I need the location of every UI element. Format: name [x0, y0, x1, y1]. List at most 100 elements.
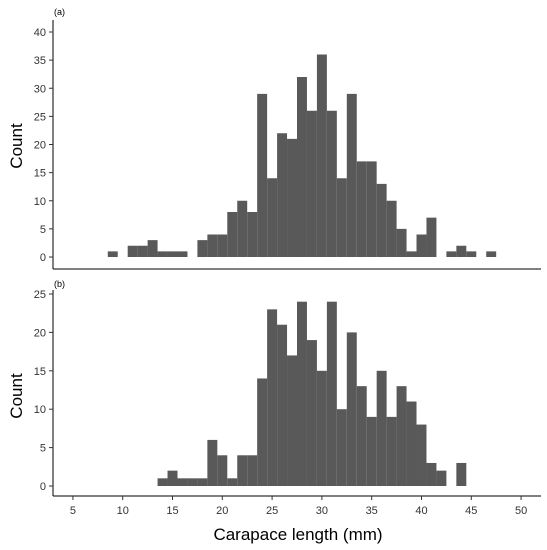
- panel-a-bar-23: [356, 161, 367, 258]
- panel-a-bar-8: [207, 234, 218, 257]
- panel-b-bar-19: [346, 332, 357, 486]
- panel-a-bar-2: [137, 245, 148, 257]
- panel-a-bar-10: [227, 212, 238, 257]
- panel-b-bar-4: [197, 478, 208, 486]
- panel-a-bar-13: [257, 93, 268, 258]
- panel-b-bar-20: [356, 386, 367, 486]
- panel-b-y-axis-title: Count: [7, 373, 26, 419]
- panel-b-y-tick-label-0: 0: [40, 481, 46, 493]
- panel-b-bar-26: [416, 424, 427, 486]
- panel-a-bar-1: [127, 245, 138, 257]
- panel-b-y-ticks: 0 5 10 15 20 25: [34, 289, 53, 493]
- panel-b-bar-11: [267, 309, 278, 486]
- panel-a-bar-31: [446, 251, 457, 258]
- panel-a-bar-4: [157, 251, 168, 258]
- panel-a-bar-9: [217, 234, 228, 257]
- panel-b: (b) Count 0 5 10 15 20 25 5 10 15 20 25 30 35 40 45 50: [7, 279, 541, 517]
- panel-a-bar-7: [197, 240, 208, 258]
- panel-a-y-tick-label-6: 30: [34, 83, 46, 95]
- panel-b-bar-22: [376, 370, 387, 486]
- panel-b-x-tick-label-2: 15: [166, 505, 178, 517]
- panel-b-label: (b): [54, 279, 65, 289]
- panel-b-bar-15: [306, 340, 317, 486]
- panel-a-y-ticks: 0 5 10 15 20 25 30 35 40: [34, 27, 53, 264]
- panel-a-bar-21: [336, 178, 347, 257]
- panel-a-bar-15: [277, 133, 288, 257]
- panel-b-bar-5: [207, 439, 218, 486]
- panel-a-label: (a): [54, 7, 65, 17]
- panel-a-y-tick-label-8: 40: [34, 27, 46, 39]
- panel-a-bar-5: [167, 251, 178, 258]
- panel-a-bar-30: [426, 217, 437, 258]
- panel-b-bar-14: [297, 301, 307, 486]
- panel-a-bar-19: [316, 54, 327, 257]
- panel-a-y-tick-label-1: 5: [40, 224, 46, 236]
- panel-a-bar-14: [267, 178, 278, 257]
- panel-a-bar-12: [247, 212, 258, 257]
- panel-b-x-tick-label-3: 20: [216, 505, 228, 517]
- panel-a-bars: [107, 54, 497, 258]
- panel-a-bar-24: [366, 161, 377, 258]
- panel-a-bar-22: [346, 93, 357, 258]
- panel-b-bar-7: [227, 478, 238, 486]
- panel-b-bar-2: [177, 478, 188, 486]
- panel-a-y-tick-label-7: 35: [34, 55, 46, 67]
- panel-a-y-tick-label-4: 20: [34, 140, 46, 152]
- panel-a-bar-16: [287, 138, 297, 258]
- panel-a-bar-18: [306, 110, 317, 257]
- panel-a-bar-33: [466, 251, 477, 258]
- panel-b-bar-23: [386, 416, 397, 486]
- panel-b-bar-9: [247, 455, 258, 486]
- panel-a-bar-29: [416, 234, 427, 257]
- panel-b-bar-10: [257, 378, 268, 486]
- panel-b-x-ticks: 5 10 15 20 25 30 35 40 45 50: [70, 496, 527, 517]
- panel-b-bar-16: [316, 370, 327, 486]
- panel-a-y-axis-title: Count: [7, 123, 26, 169]
- panel-a-bar-20: [326, 110, 337, 257]
- panel-b-y-tick-label-1: 5: [40, 443, 46, 455]
- panel-b-bar-24: [396, 386, 407, 486]
- panel-a-y-tick-label-5: 25: [34, 111, 46, 123]
- panel-a-bar-25: [376, 183, 387, 258]
- panel-b-bar-21: [366, 416, 377, 486]
- panel-b-bar-29: [456, 462, 467, 486]
- panel-b-bar-8: [237, 455, 248, 486]
- panel-b-x-tick-label-8: 45: [465, 505, 477, 517]
- panel-b-x-tick-label-0: 5: [70, 505, 76, 517]
- panel-b-bar-0: [157, 478, 168, 486]
- panel-a-bar-27: [396, 228, 407, 258]
- panel-a: (a) Count 0 5 10 15 20 25 30 35 40: [7, 7, 541, 270]
- panel-a-bar-0: [107, 251, 118, 258]
- panel-b-bar-13: [287, 355, 297, 486]
- panel-b-y-tick-label-5: 25: [34, 289, 46, 301]
- panel-b-x-tick-label-6: 35: [366, 505, 378, 517]
- panel-b-bar-12: [277, 324, 288, 486]
- panel-b-bars: [157, 301, 467, 486]
- panel-b-bar-3: [187, 478, 198, 486]
- panel-a-y-tick-label-2: 10: [34, 196, 46, 208]
- panel-a-bar-32: [456, 245, 467, 257]
- panel-b-bar-18: [336, 409, 347, 486]
- panel-b-bar-17: [326, 301, 337, 486]
- panel-a-bar-3: [147, 240, 158, 258]
- panel-a-y-tick-label-3: 15: [34, 168, 46, 180]
- panel-b-x-tick-label-5: 30: [316, 505, 328, 517]
- panel-b-x-tick-label-7: 40: [415, 505, 427, 517]
- panel-a-bar-34: [486, 251, 497, 258]
- panel-a-bar-6: [177, 251, 188, 258]
- panel-a-y-tick-label-0: 0: [40, 252, 46, 264]
- panel-b-bar-1: [167, 470, 178, 486]
- panel-a-bar-17: [297, 77, 307, 257]
- panel-a-bar-28: [406, 251, 417, 258]
- panel-a-bar-26: [386, 200, 397, 257]
- panel-b-y-tick-label-2: 10: [34, 404, 46, 416]
- panel-b-bar-27: [426, 462, 437, 486]
- panel-b-y-tick-label-3: 15: [34, 366, 46, 378]
- panel-a-bar-11: [237, 200, 248, 257]
- panel-b-bar-28: [436, 470, 447, 486]
- x-axis-title: Carapace length (mm): [213, 525, 382, 544]
- panel-b-x-tick-label-1: 10: [117, 505, 129, 517]
- panel-b-y-tick-label-4: 20: [34, 327, 46, 339]
- panel-b-x-tick-label-4: 25: [266, 505, 278, 517]
